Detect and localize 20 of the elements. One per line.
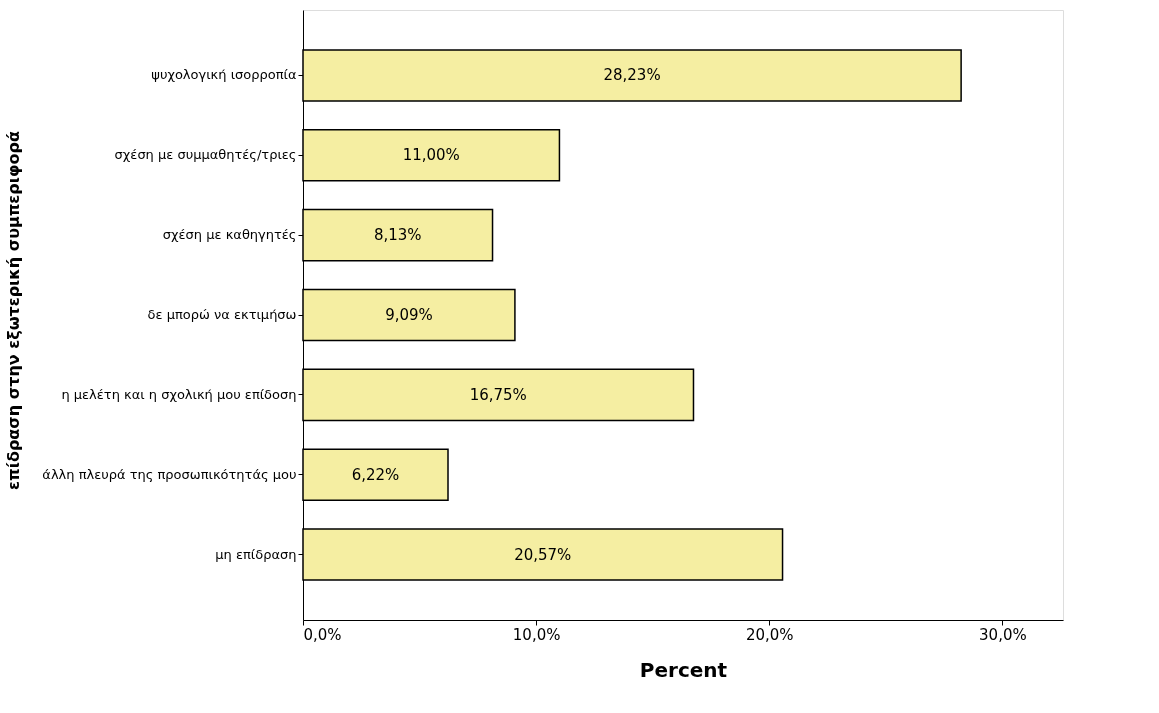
x-tick-label: 10,0%: [512, 625, 561, 644]
data-label: 8,13%: [373, 226, 422, 245]
data-label: 9,09%: [385, 306, 433, 324]
x-axis-title: Percent: [639, 657, 728, 682]
x-tick-label: 30,0%: [979, 625, 1027, 644]
y-tick-label: σχέση με συμμαθητές/τριες: [114, 147, 297, 163]
data-label: 20,57%: [514, 545, 572, 564]
x-tick-label: 20,0%: [745, 625, 794, 644]
y-tick-label: η μελέτη και η σχολική μου επίδοση: [61, 386, 297, 402]
y-tick-label: μη επίδραση: [215, 546, 297, 562]
data-label: 6,22%: [351, 465, 400, 484]
y-tick-label: ψυχολογική ισορροπία: [151, 67, 297, 83]
y-tick-label: άλλη πλευρά της προσωπικότητάς μου: [42, 466, 297, 482]
y-tick-label: δε μπορώ να εκτιμήσω: [147, 307, 297, 322]
data-label: 16,75%: [469, 385, 527, 404]
x-tick-label: 0,0%: [303, 625, 342, 644]
data-label: 11,00%: [402, 146, 460, 165]
y-axis-title: επίδραση στην εξωτερική συμπεριφορά: [3, 131, 23, 490]
y-tick-label: σχέση με καθηγητές: [162, 227, 297, 243]
data-label: 28,23%: [603, 66, 661, 85]
